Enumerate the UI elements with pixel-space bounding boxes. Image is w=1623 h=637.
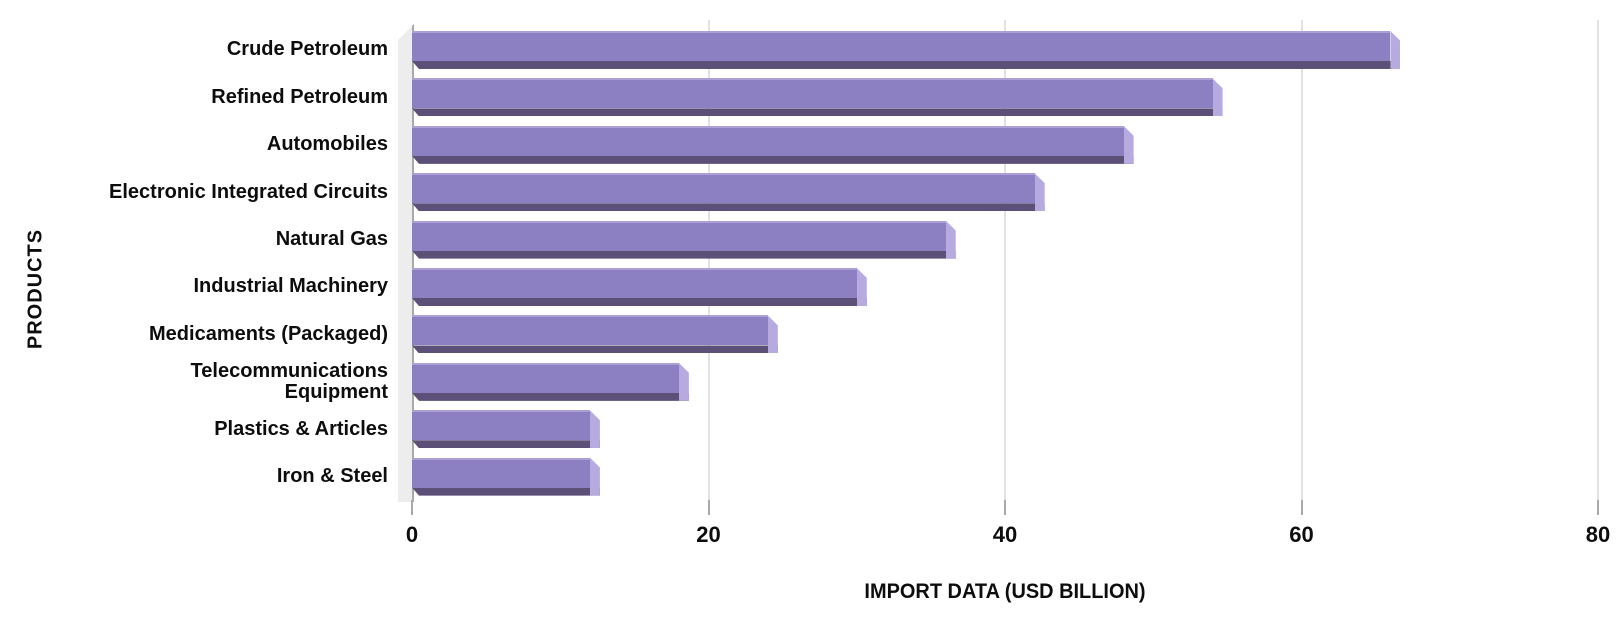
x-axis-tick	[1004, 500, 1006, 515]
bar-rows	[412, 26, 1598, 500]
bar-label: Iron & Steel	[276, 464, 388, 487]
bar-label: Industrial Machinery	[193, 275, 389, 298]
bar-telecommunications-equipment	[412, 362, 679, 393]
bar-medicaments-packaged	[412, 315, 768, 346]
bar-automobiles	[412, 125, 1124, 156]
bar-row	[412, 263, 1598, 310]
y-axis-title: PRODUCTS	[24, 228, 47, 350]
bar-label: Automobiles	[266, 133, 388, 156]
x-tick-label: 20	[696, 522, 721, 547]
bar-label: Natural Gas	[275, 227, 388, 250]
x-tick-label: 80	[1585, 522, 1611, 547]
bar-refined-petroleum	[412, 78, 1213, 109]
plot-area	[412, 20, 1599, 500]
plot-wall	[398, 24, 414, 502]
gridline	[1004, 20, 1006, 500]
bar-label: Plastics & Articles	[214, 417, 388, 440]
bar-crude-petroleum	[412, 31, 1391, 61]
gridline	[1300, 20, 1303, 500]
bar-row	[412, 26, 1598, 73]
bar-row	[412, 405, 1598, 452]
x-tick-label: 60	[1289, 522, 1314, 547]
bar-label: Crude Petroleum	[226, 38, 388, 61]
x-axis-tick	[707, 500, 710, 515]
x-axis-title: IMPORT DATA (USD BILLION)	[864, 580, 1146, 603]
bar-iron-steel	[412, 457, 590, 488]
x-axis-tick	[1300, 500, 1303, 515]
bar-row	[412, 121, 1598, 168]
x-axis-tick	[1597, 500, 1599, 515]
bar-natural-gas	[412, 220, 946, 251]
bar-row	[412, 168, 1598, 215]
bar-row	[412, 73, 1598, 120]
bar-row	[412, 453, 1598, 500]
bar-label: Electronic Integrated Circuits	[109, 180, 388, 203]
x-axis-tick	[411, 500, 413, 515]
bar-plastics-articles	[412, 410, 590, 441]
category-labels: Crude Petroleum Refined Petroleum Automobi…	[88, 26, 388, 500]
bar-row	[412, 310, 1598, 357]
x-tick-label: 40	[992, 522, 1018, 547]
bar-label: Telecommunications Equipment	[190, 359, 388, 403]
bar-label: Medicaments (Packaged)	[149, 322, 388, 345]
bar-row	[412, 216, 1598, 263]
bar-industrial-machinery	[412, 268, 857, 299]
gridline	[707, 20, 710, 500]
bar-label: Refined Petroleum	[211, 85, 388, 108]
x-tick-label: 0	[405, 522, 419, 547]
gridline	[1597, 20, 1599, 500]
bar-electronic-integrated-circuits	[412, 173, 1035, 204]
bar-row	[412, 358, 1598, 405]
